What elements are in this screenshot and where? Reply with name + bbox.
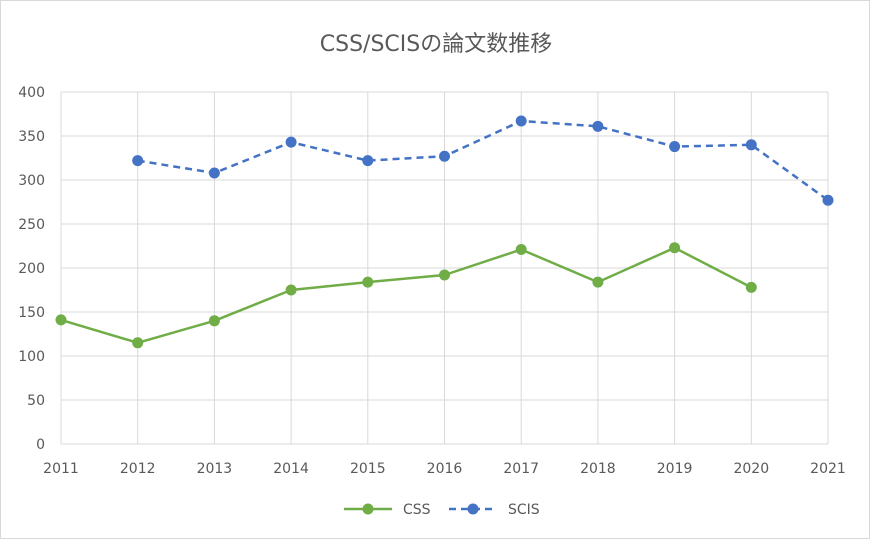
x-tick-label-2020: 2020 [733,461,769,477]
x-tick-label-2011: 2011 [43,461,79,477]
x-tick-label-2017: 2017 [503,461,539,477]
css-point-2015 [362,276,374,288]
series-layer [55,115,834,349]
scis-point-2015 [362,155,374,167]
scis-point-2012 [132,155,144,167]
css-point-2017 [515,244,527,256]
scis-series-line [137,119,829,202]
x-tick-label-2015: 2015 [350,461,386,477]
css-point-2019 [669,242,681,254]
legend-css-marker [362,503,374,515]
y-tick-label-250: 250 [18,217,45,233]
x-tick-label-2021: 2021 [810,461,846,477]
css-point-2018 [592,276,604,288]
legend-scis-marker [467,503,479,515]
scis-point-2014 [285,136,297,148]
scis-point-2019 [669,141,681,153]
css-point-2016 [439,269,450,281]
css-point-2013 [208,315,220,327]
css-point-2012 [132,337,144,349]
scis-point-2016 [439,150,450,162]
x-axis: 2011 2012 2013 2014 2015 2016 2017 2018 2019 2020… [43,461,846,477]
y-tick-label-200: 200 [18,261,45,277]
css-point-2020 [745,281,757,293]
y-tick-label-350: 350 [18,129,45,145]
scis-point-2013 [208,167,220,179]
x-tick-label-2014: 2014 [273,461,309,477]
y-tick-label-400: 400 [18,85,45,101]
y-tick-label-300: 300 [18,173,45,189]
x-tick-label-2018: 2018 [580,461,616,477]
y-tick-label-0: 0 [36,437,45,453]
x-tick-label-2016: 2016 [427,461,463,477]
x-tick-label-2013: 2013 [197,461,233,477]
css-point-2011 [55,314,67,326]
scis-point-2017 [515,115,527,127]
legend-css-label: CSS [403,502,431,518]
legend-scis-label: SCIS [508,502,540,518]
y-tick-label-100: 100 [18,349,45,365]
legend: CSS SCIS [344,502,540,518]
css-point-2014 [285,284,297,296]
y-tick-label-50: 50 [27,393,45,409]
x-tick-label-2012: 2012 [120,461,156,477]
y-axis: 0 50 100 150 200 250 300 350 400 [18,85,45,453]
gridlines [60,91,829,445]
x-tick-label-2019: 2019 [657,461,693,477]
scis-point-2018 [592,120,604,132]
chart-title: CSS/SCISの論文数推移 [320,32,552,57]
scis-point-2020 [745,139,757,151]
scis-point-2021 [822,194,834,206]
css-series-line [60,246,752,345]
y-tick-label-150: 150 [18,305,45,321]
